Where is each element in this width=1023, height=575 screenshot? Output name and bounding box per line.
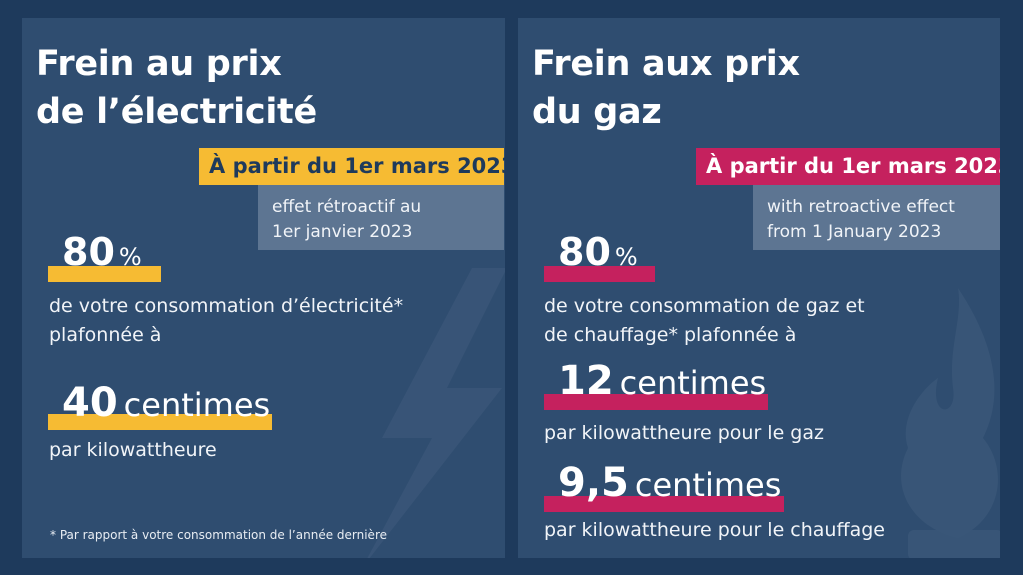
heating-price-unit: centimes [634, 466, 782, 504]
gas-panel: Frein aux prix du gaz À partir du 1er ma… [518, 18, 1000, 558]
electricity-percent-unit: % [118, 243, 142, 271]
gas-percent-value: 80 [558, 230, 611, 274]
heating-price-value: 9,5 [558, 460, 629, 506]
gas-title: Frein aux prix du gaz [532, 44, 800, 132]
electricity-price: 40 centimes [48, 380, 272, 430]
gas-flame-icon [901, 288, 1000, 558]
electricity-panel: Frein au prix de l’électricité À partir … [22, 18, 505, 558]
gas-price: 12 centimes [544, 358, 768, 410]
gas-percent: 80% [544, 230, 655, 282]
gas-percent-unit: % [614, 243, 638, 271]
electricity-percent-value: 80 [62, 230, 115, 274]
electricity-footnote: * Par rapport à votre consommation de l’… [50, 528, 387, 542]
gas-consumption-text: de votre consommation de gaz et de chauf… [544, 295, 865, 346]
electricity-percent-highlight [48, 266, 161, 282]
electricity-price-highlight [48, 414, 272, 430]
gas-price-desc: par kilowattheure pour le gaz [544, 422, 824, 444]
electricity-date-badge: À partir du 1er mars 2023 [199, 148, 505, 185]
gas-price-highlight [544, 394, 768, 410]
gas-price-unit: centimes [619, 364, 767, 402]
electricity-consumption-text: de votre consommation d’électricité* pla… [49, 295, 404, 346]
electricity-price-desc: par kilowattheure [49, 439, 217, 461]
gas-retroactive-note: with retroactive effect from 1 January 2… [753, 185, 1000, 250]
electricity-percent: 80% [48, 230, 161, 282]
heating-price: 9,5 centimes [544, 460, 784, 512]
lightning-bolt-icon [367, 268, 505, 558]
electricity-title: Frein au prix de l’électricité [36, 44, 317, 132]
electricity-price-unit: centimes [123, 386, 271, 424]
electricity-price-value: 40 [62, 380, 118, 426]
gas-percent-highlight [544, 266, 655, 282]
gas-price-value: 12 [558, 358, 614, 404]
electricity-retroactive-note: effet rétroactif au 1er janvier 2023 [258, 185, 504, 250]
heating-price-highlight [544, 496, 784, 512]
heating-price-desc: par kilowattheure pour le chauffage [544, 519, 885, 541]
gas-date-badge: À partir du 1er mars 2023 [696, 148, 1000, 185]
